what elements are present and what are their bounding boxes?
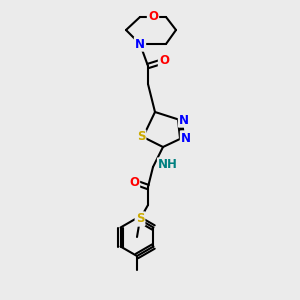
Text: O: O — [159, 55, 169, 68]
Text: NH: NH — [158, 158, 178, 172]
Text: S: S — [137, 130, 145, 143]
Text: N: N — [179, 113, 189, 127]
Text: O: O — [148, 11, 158, 23]
Text: N: N — [181, 131, 191, 145]
Text: S: S — [136, 212, 144, 226]
Text: N: N — [135, 38, 145, 50]
Text: O: O — [129, 176, 139, 188]
